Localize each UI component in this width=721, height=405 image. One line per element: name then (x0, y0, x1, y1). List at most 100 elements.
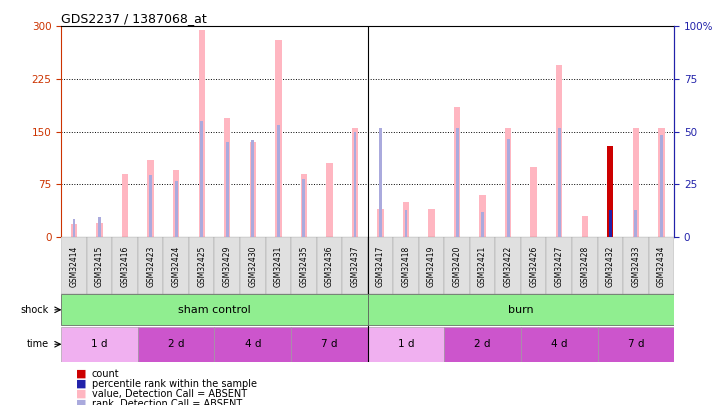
Text: 1 d: 1 d (92, 339, 108, 349)
Text: GSM32423: GSM32423 (146, 245, 155, 287)
Bar (531, 167, 537, 237)
Text: GSM32436: GSM32436 (325, 245, 334, 287)
Text: 1 d: 1 d (398, 339, 415, 349)
Text: 4 d: 4 d (551, 339, 567, 349)
Bar (148, 160, 154, 237)
Text: sham control: sham control (178, 305, 251, 315)
Bar (632, 128, 639, 237)
Bar (215, 327, 291, 362)
Bar (368, 237, 393, 294)
Bar (326, 163, 332, 237)
Bar (505, 128, 511, 237)
Bar (174, 181, 177, 237)
Bar (404, 210, 407, 237)
Text: GSM32415: GSM32415 (95, 245, 104, 287)
Text: 2 d: 2 d (168, 339, 185, 349)
Bar (547, 237, 572, 294)
Bar (403, 202, 410, 237)
Text: GSM32429: GSM32429 (223, 245, 231, 287)
Bar (226, 142, 229, 237)
Bar (302, 179, 305, 237)
Text: GSM32424: GSM32424 (172, 245, 181, 287)
Text: GSM32432: GSM32432 (606, 245, 615, 287)
Bar (265, 237, 291, 294)
Bar (352, 128, 358, 237)
Bar (61, 327, 138, 362)
Bar (658, 128, 665, 237)
Bar (521, 237, 547, 294)
Bar (249, 142, 256, 237)
Text: GSM32427: GSM32427 (554, 245, 564, 287)
Text: GSM32420: GSM32420 (453, 245, 461, 287)
Bar (377, 209, 384, 237)
Bar (224, 117, 231, 237)
Text: GSM32419: GSM32419 (427, 245, 436, 287)
Text: GSM32416: GSM32416 (120, 245, 130, 287)
Bar (634, 210, 637, 237)
Text: GSM32434: GSM32434 (657, 245, 666, 287)
Bar (479, 195, 486, 237)
Bar (470, 237, 495, 294)
Bar (73, 220, 76, 237)
Bar (623, 237, 649, 294)
Bar (582, 216, 588, 237)
Text: GSM32437: GSM32437 (350, 245, 360, 287)
Bar (98, 217, 101, 237)
Bar (649, 237, 674, 294)
Bar (481, 212, 484, 237)
Bar (507, 139, 510, 237)
Text: GSM32418: GSM32418 (402, 245, 410, 287)
Text: GSM32414: GSM32414 (69, 245, 79, 287)
Bar (252, 140, 255, 237)
Bar (275, 40, 281, 237)
Bar (342, 237, 368, 294)
Text: ■: ■ (76, 389, 87, 399)
Text: GSM32430: GSM32430 (248, 245, 257, 287)
Bar (87, 237, 112, 294)
Text: ■: ■ (76, 399, 87, 405)
Bar (61, 294, 368, 325)
Bar (598, 237, 623, 294)
Bar (609, 210, 611, 237)
Bar (609, 210, 611, 237)
Text: time: time (27, 339, 49, 349)
Bar (173, 170, 180, 237)
Bar (353, 132, 356, 237)
Text: percentile rank within the sample: percentile rank within the sample (92, 379, 257, 389)
Bar (454, 107, 460, 237)
Bar (660, 135, 663, 237)
Bar (456, 128, 459, 237)
Bar (521, 327, 598, 362)
Text: value, Detection Call = ABSENT: value, Detection Call = ABSENT (92, 389, 247, 399)
Bar (598, 327, 674, 362)
Text: burn: burn (508, 305, 534, 315)
Bar (379, 128, 382, 237)
Bar (301, 174, 307, 237)
Bar (291, 237, 317, 294)
Bar (277, 125, 280, 237)
Bar (97, 223, 103, 237)
Text: ■: ■ (76, 369, 87, 379)
Bar (61, 237, 87, 294)
Text: GSM32433: GSM32433 (632, 245, 640, 287)
Text: GSM32421: GSM32421 (478, 245, 487, 287)
Bar (164, 237, 189, 294)
Text: rank, Detection Call = ABSENT: rank, Detection Call = ABSENT (92, 399, 242, 405)
Bar (419, 237, 444, 294)
Bar (291, 327, 368, 362)
Bar (138, 327, 215, 362)
Bar (572, 237, 598, 294)
Bar (607, 146, 614, 237)
Bar (138, 237, 164, 294)
Text: 7 d: 7 d (627, 339, 644, 349)
Bar (112, 237, 138, 294)
Text: ■: ■ (76, 379, 87, 389)
Bar (215, 237, 240, 294)
Text: GSM32425: GSM32425 (198, 245, 206, 287)
Text: GSM32435: GSM32435 (299, 245, 309, 287)
Bar (444, 237, 470, 294)
Bar (428, 209, 435, 237)
Text: GSM32417: GSM32417 (376, 245, 385, 287)
Bar (444, 327, 521, 362)
Text: GSM32426: GSM32426 (529, 245, 538, 287)
